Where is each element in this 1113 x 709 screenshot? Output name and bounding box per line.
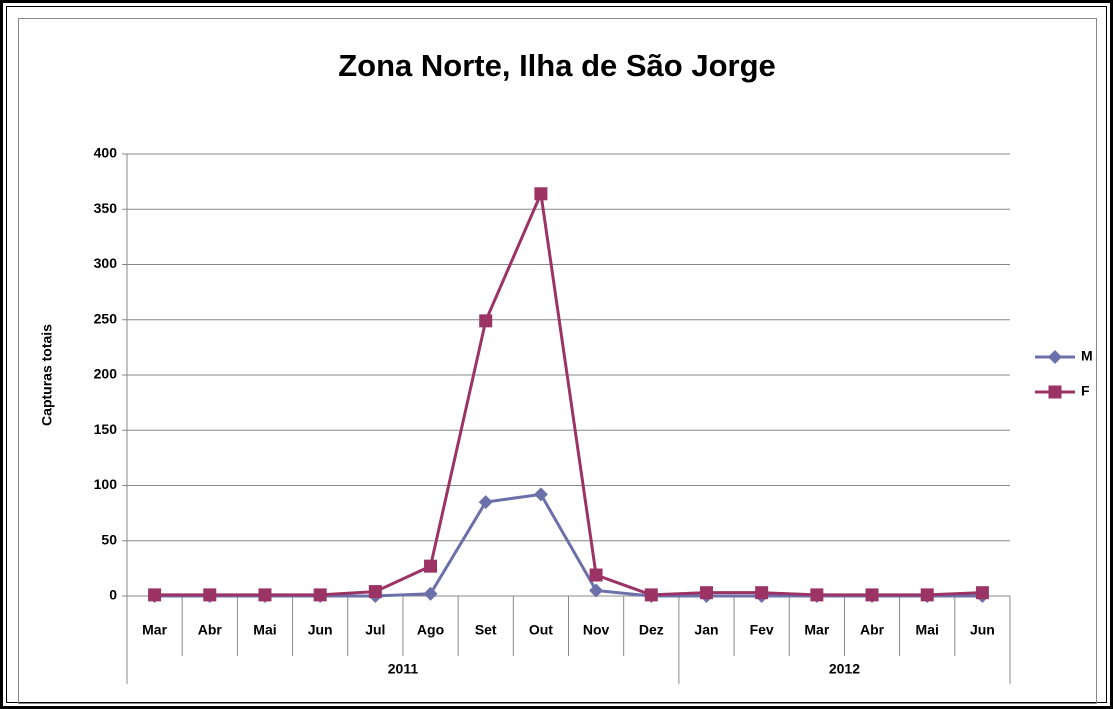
y-tick-label: 0 <box>109 587 117 603</box>
data-point <box>478 495 493 510</box>
x-tick-label: Jan <box>694 622 718 638</box>
data-point <box>203 588 217 602</box>
data-point <box>313 588 327 602</box>
x-tick-label: Mar <box>804 622 829 638</box>
data-point <box>533 487 548 502</box>
x-tick-label: Nov <box>583 622 610 638</box>
chart-area <box>18 18 1097 704</box>
x-tick-label: Dez <box>639 622 664 638</box>
y-tick-label: 100 <box>94 476 118 492</box>
y-tick-label: 150 <box>94 421 118 437</box>
x-tick-label: Set <box>475 622 497 638</box>
x-tick-label: Abr <box>198 622 223 638</box>
y-tick-label: 350 <box>94 200 118 216</box>
data-point <box>975 586 989 600</box>
inner-border <box>6 6 1107 703</box>
series-line <box>154 188 983 597</box>
y-tick-label: 200 <box>94 366 118 382</box>
x-tick-label: Abr <box>860 622 885 638</box>
data-point <box>920 588 934 602</box>
x-tick-label: Jul <box>365 622 385 638</box>
x-tick-label: Mar <box>142 622 167 638</box>
data-point <box>810 588 824 602</box>
y-tick-label: 250 <box>94 310 118 326</box>
group-label: 2012 <box>829 661 860 677</box>
x-tick-label: Mai <box>916 622 939 638</box>
data-point <box>423 586 438 601</box>
data-point <box>258 588 272 602</box>
x-tick-label: Fev <box>750 622 774 638</box>
x-tick-label: Jun <box>308 622 333 638</box>
data-point <box>865 588 879 602</box>
y-tick-label: 300 <box>94 255 118 271</box>
x-tick-label: Ago <box>417 622 444 638</box>
data-point <box>644 588 658 602</box>
legend-label: F <box>1081 383 1090 399</box>
data-point <box>424 559 438 573</box>
data-point <box>368 585 382 599</box>
data-point <box>479 314 493 328</box>
data-point <box>148 588 162 602</box>
legend-marker <box>1048 385 1062 399</box>
y-tick-label: 50 <box>101 531 117 547</box>
y-axis-label: Capturas totais <box>39 324 55 426</box>
data-point <box>755 586 769 600</box>
data-point <box>589 583 604 598</box>
group-label: 2011 <box>388 661 419 677</box>
data-point <box>534 187 548 201</box>
legend-marker <box>1048 350 1062 364</box>
legend-label: M <box>1081 348 1093 364</box>
series-line <box>154 492 983 598</box>
y-tick-label: 400 <box>94 145 118 161</box>
chart-title: Zona Norte, Ilha de São Jorge <box>338 48 776 83</box>
x-tick-label: Mai <box>253 622 276 638</box>
x-tick-label: Jun <box>970 622 995 638</box>
data-point <box>699 586 713 600</box>
data-point <box>589 568 603 582</box>
x-tick-label: Out <box>529 622 553 638</box>
